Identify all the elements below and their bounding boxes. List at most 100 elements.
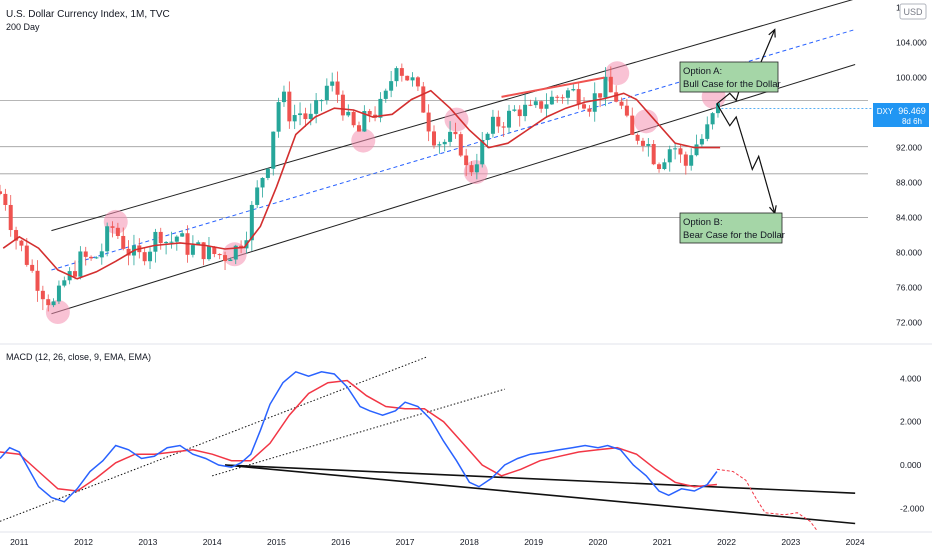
price-tick-8: 76.000	[896, 283, 922, 293]
candle-body-11	[56, 285, 61, 302]
option-a-title: Option A:	[683, 66, 722, 77]
currency-badge[interactable]: USD	[899, 3, 927, 20]
candle-body-82	[437, 144, 442, 146]
candle-body-99	[528, 104, 533, 106]
macd-wedge-lower	[224, 464, 856, 525]
candle-body-127	[678, 148, 683, 155]
macd-legend: MACD (12, 26, close, 9, EMA, EMA)	[6, 352, 151, 362]
candle-body-54	[287, 91, 292, 122]
candle-body-107	[571, 89, 576, 91]
candle-body-55	[292, 115, 297, 122]
candle-body-96	[512, 109, 517, 111]
ma-legend: 200 Day	[6, 22, 40, 32]
candle-body-44	[233, 245, 238, 260]
price-tick-9: 72.000	[896, 318, 922, 328]
candle-body-27	[142, 252, 147, 262]
candle-body-19	[99, 251, 104, 258]
candle-body-102	[544, 104, 549, 109]
time-tick-10: 2021	[653, 537, 672, 547]
candle-body-49	[260, 177, 265, 188]
candle-body-130	[694, 144, 699, 156]
candle-body-128	[683, 154, 688, 166]
candle-body-60	[319, 100, 324, 102]
candle-body-86	[458, 134, 463, 156]
candle-body-134	[715, 103, 720, 114]
grid	[0, 343, 932, 533]
macd-tick-0: 4.000	[900, 373, 922, 383]
candle-body-87	[464, 155, 469, 166]
candle-body-9	[46, 299, 51, 306]
candle-body-90	[480, 140, 485, 165]
candle-body-36	[190, 245, 195, 255]
candle-body-94	[501, 126, 506, 128]
macd-pane[interactable]	[0, 356, 856, 531]
candle-body-79	[421, 86, 426, 113]
option-b-text: Bear Case for the Dollar	[683, 230, 785, 241]
candle-body-81	[432, 131, 436, 146]
candle-body-10	[51, 301, 56, 306]
time-tick-3: 2014	[203, 537, 222, 547]
candle-body-110	[587, 108, 592, 112]
candle-body-67	[356, 125, 361, 132]
option-b-box: Option B: Bear Case for the Dollar	[679, 212, 785, 244]
candle-body-15	[78, 251, 83, 277]
axes: 108.000104.000100.00096.00092.00088.0008…	[10, 3, 927, 547]
macd-tick-2: 0.000	[900, 460, 922, 470]
candle-body-104	[555, 96, 560, 98]
candle-body-89	[474, 164, 479, 173]
ma-200-line	[2, 89, 721, 280]
candle-body-23	[121, 235, 126, 249]
candle-body-109	[582, 104, 587, 109]
chart-title: U.S. Dollar Currency Index, 1M, TVC	[6, 9, 170, 20]
price-tick-4: 92.000	[896, 143, 922, 153]
candle-body-42	[223, 255, 228, 262]
candle-body-73	[389, 81, 394, 91]
candle-body-29	[153, 231, 158, 252]
macd-tick-3: -2.000	[900, 503, 924, 513]
candle-body-117	[624, 105, 629, 116]
candle-body-22	[115, 227, 120, 236]
time-tick-11: 2022	[717, 537, 736, 547]
price-tick-2: 100.000	[896, 73, 927, 83]
candle-body-38	[201, 242, 206, 260]
candle-body-116	[619, 101, 624, 106]
candle-body-57	[303, 113, 308, 120]
price-pane[interactable]	[0, 0, 873, 325]
candle-body-78	[415, 77, 420, 87]
price-tag-countdown: 8d 6h	[902, 117, 922, 126]
candle-body-59	[314, 100, 319, 114]
candle-body-74	[394, 68, 399, 82]
candle-body-115	[614, 92, 619, 102]
macd-projection-line	[716, 468, 818, 531]
candle-body-100	[533, 101, 538, 106]
candle-body-83	[442, 141, 447, 145]
candle-body-16	[83, 251, 88, 257]
candle-body-17	[89, 256, 94, 259]
highlight-circle-0	[45, 300, 70, 325]
candle-body-31	[164, 242, 169, 244]
candle-body-77	[410, 77, 415, 81]
candle-body-101	[539, 101, 544, 109]
price-tick-6: 84.000	[896, 213, 922, 223]
candle-body-98	[523, 104, 528, 117]
currency-label: USD	[903, 7, 923, 17]
candle-body-69	[367, 111, 372, 115]
price-tag-value: 96.469	[898, 106, 926, 116]
time-tick-5: 2016	[331, 537, 350, 547]
candle-body-92	[490, 116, 495, 134]
candle-body-85	[453, 131, 458, 135]
candle-body-64	[340, 94, 345, 116]
candle-body-120	[640, 140, 645, 146]
option-a-box: Option A: Bull Case for the Dollar	[679, 61, 781, 93]
candle-body-88	[469, 165, 474, 173]
candle-body-106	[565, 90, 570, 98]
candle-body-32	[169, 241, 174, 243]
highlight-circle-7	[634, 109, 659, 134]
candle-body-114	[608, 76, 613, 93]
candle-body-113	[603, 76, 608, 98]
candle-body-20	[105, 226, 110, 252]
candle-body-33	[174, 236, 179, 242]
candle-body-28	[148, 251, 153, 262]
candle-body-66	[351, 111, 356, 126]
price-tag: DXY 96.469 8d 6h	[873, 103, 929, 127]
